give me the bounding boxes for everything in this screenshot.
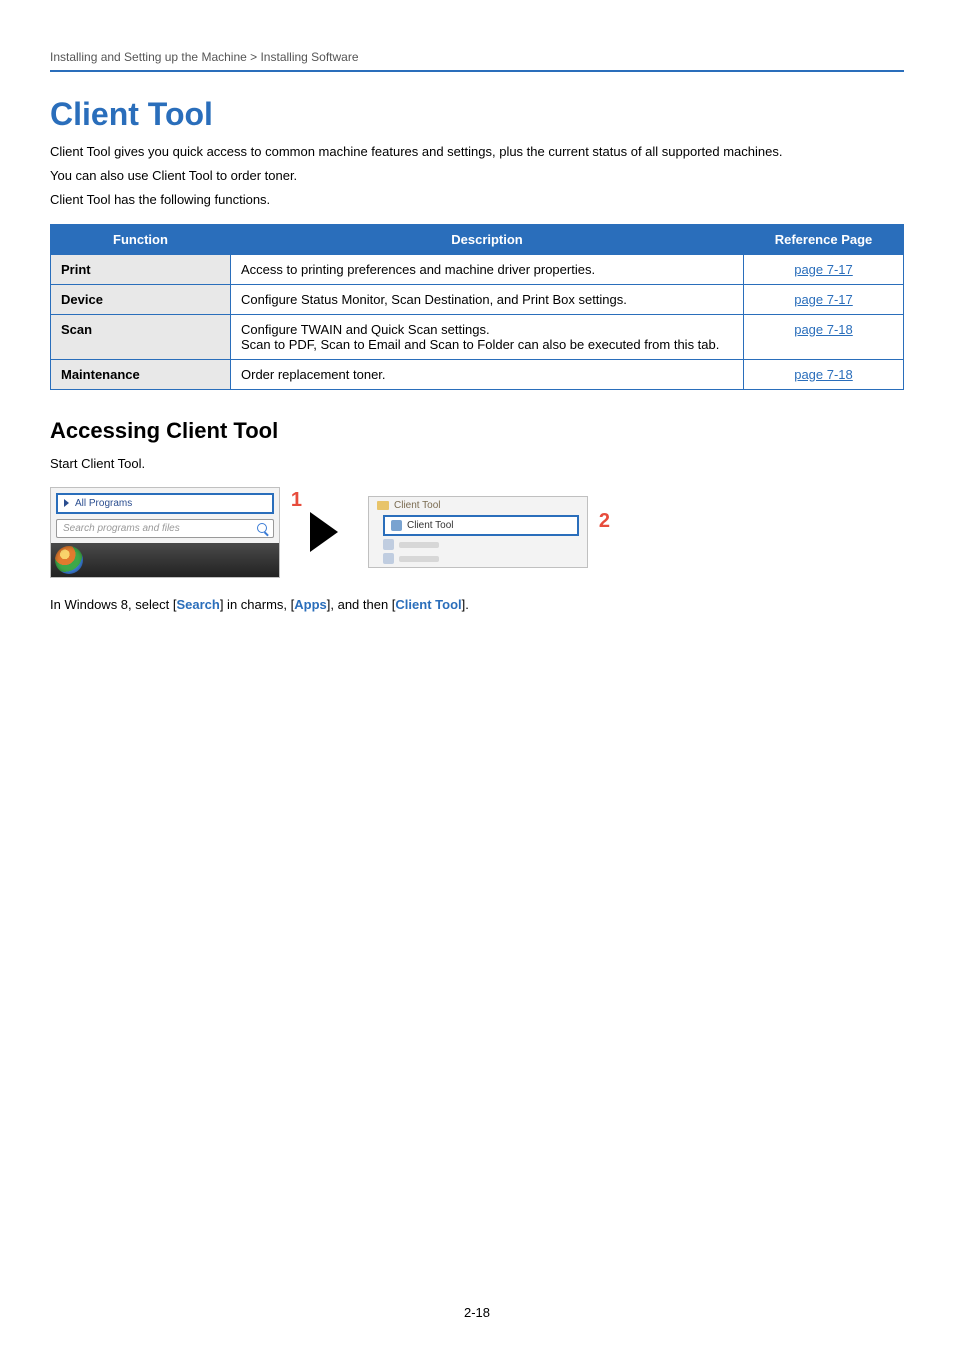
page-title: Client Tool: [50, 96, 904, 133]
screenshot-row: All Programs Search programs and files 1…: [50, 487, 904, 578]
screenshot-2-wrap: Client Tool Client Tool 2: [368, 496, 588, 568]
breadcrumb: Installing and Setting up the Machine > …: [50, 50, 904, 70]
cell-reference: page 7-17: [744, 254, 904, 284]
list-item: [383, 539, 579, 550]
page-link[interactable]: page 7-18: [794, 367, 853, 382]
cell-reference: page 7-17: [744, 284, 904, 314]
table-row: Maintenance Order replacement toner. pag…: [51, 359, 904, 389]
programs-list-screenshot: Client Tool Client Tool: [368, 496, 588, 568]
start-button-icon[interactable]: [55, 546, 83, 574]
intro-text-1: Client Tool gives you quick access to co…: [50, 143, 904, 161]
cell-reference: page 7-18: [744, 314, 904, 359]
search-icon: [257, 523, 267, 533]
page-link[interactable]: page 7-18: [794, 322, 853, 337]
all-programs-label: All Programs: [75, 498, 132, 509]
table-row: Print Access to printing preferences and…: [51, 254, 904, 284]
cell-reference: page 7-18: [744, 359, 904, 389]
cell-function: Maintenance: [51, 359, 231, 389]
screenshot-1-wrap: All Programs Search programs and files 1: [50, 487, 280, 578]
folder-item[interactable]: Client Tool: [369, 497, 587, 514]
keyword-search: Search: [176, 597, 219, 612]
keyword-apps: Apps: [294, 597, 327, 612]
search-placeholder: Search programs and files: [63, 523, 180, 534]
page-link[interactable]: page 7-17: [794, 292, 853, 307]
instruction-text: In Windows 8, select [Search] in charms,…: [50, 596, 904, 614]
client-tool-label: Client Tool: [407, 520, 454, 531]
table-row: Scan Configure TWAIN and Quick Scan sett…: [51, 314, 904, 359]
page-number: 2-18: [0, 1305, 954, 1320]
cell-description: Order replacement toner.: [231, 359, 744, 389]
table-row: Device Configure Status Monitor, Scan De…: [51, 284, 904, 314]
cell-description: Configure TWAIN and Quick Scan settings.…: [231, 314, 744, 359]
text: ] in charms, [: [220, 597, 294, 612]
cell-description: Configure Status Monitor, Scan Destinati…: [231, 284, 744, 314]
intro-text-3: Client Tool has the following functions.: [50, 191, 904, 209]
function-table: Function Description Reference Page Prin…: [50, 224, 904, 390]
section-text: Start Client Tool.: [50, 456, 904, 471]
search-input[interactable]: Search programs and files: [56, 519, 274, 538]
cell-function: Print: [51, 254, 231, 284]
table-header-function: Function: [51, 224, 231, 254]
all-programs-item[interactable]: All Programs: [56, 493, 274, 514]
text: In Windows 8, select [: [50, 597, 176, 612]
text: ], and then [: [327, 597, 396, 612]
cell-description: Access to printing preferences and machi…: [231, 254, 744, 284]
table-header-reference: Reference Page: [744, 224, 904, 254]
keyword-client-tool: Client Tool: [395, 597, 461, 612]
client-tool-item[interactable]: Client Tool: [383, 515, 579, 536]
intro-text-2: You can also use Client Tool to order to…: [50, 167, 904, 185]
taskbar: [51, 543, 279, 577]
callout-1: 1: [291, 489, 302, 512]
page-link[interactable]: page 7-17: [794, 262, 853, 277]
cell-function: Scan: [51, 314, 231, 359]
callout-2: 2: [599, 510, 610, 533]
table-header-description: Description: [231, 224, 744, 254]
expand-icon: [64, 499, 69, 507]
text: ].: [462, 597, 469, 612]
start-menu-screenshot: All Programs Search programs and files: [50, 487, 280, 578]
divider: [50, 70, 904, 72]
section-title: Accessing Client Tool: [50, 418, 904, 444]
cell-function: Device: [51, 284, 231, 314]
folder-label: Client Tool: [394, 500, 441, 511]
list-item: [383, 553, 579, 564]
arrow-icon: [310, 512, 338, 552]
